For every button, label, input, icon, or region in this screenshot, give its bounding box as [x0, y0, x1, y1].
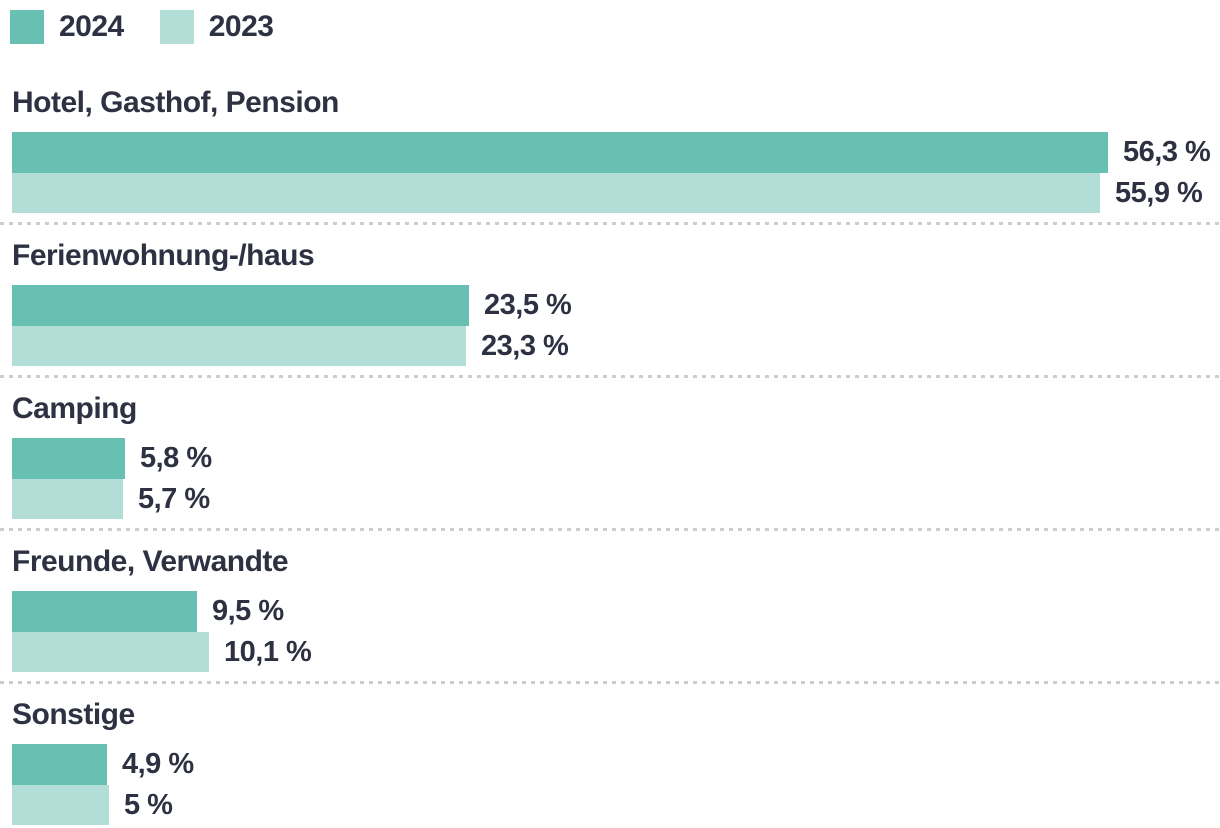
bar-2024	[12, 591, 197, 632]
bar-groups: Hotel, Gasthof, Pension 56,3 % 55,9 % Ferie…	[0, 44, 1220, 828]
bar-row-2024: 9,5 %	[12, 591, 1208, 632]
bar-row-2023: 23,3 %	[12, 326, 1208, 366]
category-label: Sonstige	[12, 698, 135, 731]
bar-row-2024: 23,5 %	[12, 285, 1208, 326]
bar-2024	[12, 132, 1108, 173]
category-section: Sonstige 4,9 % 5 %	[0, 681, 1220, 828]
bar-row-2024: 5,8 %	[12, 438, 1208, 479]
category-section: Freunde, Verwandte 9,5 % 10,1 %	[0, 528, 1220, 681]
bar-2023	[12, 326, 466, 366]
legend-label-2023: 2023	[208, 10, 274, 43]
value-label-2024: 4,9 %	[122, 748, 194, 780]
bar-2023	[12, 479, 123, 519]
bar-row-2024: 56,3 %	[12, 132, 1211, 173]
bar-2024	[12, 285, 469, 326]
value-label-2024: 23,5 %	[484, 289, 572, 321]
legend-item-2024: 2024	[10, 10, 124, 44]
bar-2024	[12, 438, 125, 479]
legend-swatch-2023	[159, 10, 194, 44]
bar-row-2023: 5,7 %	[12, 479, 1208, 519]
bar-2023	[12, 173, 1100, 213]
category-label: Camping	[12, 392, 137, 425]
value-label-2023: 5,7 %	[138, 482, 210, 515]
bar-2024	[12, 744, 107, 785]
category-label: Freunde, Verwandte	[12, 545, 289, 578]
category-section: Hotel, Gasthof, Pension 56,3 % 55,9 %	[12, 44, 1211, 222]
bar-row-2024: 4,9 %	[12, 744, 1208, 785]
bar-row-2023: 55,9 %	[12, 173, 1208, 213]
value-label-2023: 5 %	[124, 788, 173, 821]
bar-row-2023: 10,1 %	[12, 632, 1208, 672]
category-label: Hotel, Gasthof, Pension	[12, 86, 339, 119]
category-label: Ferienwohnung-/haus	[12, 239, 315, 272]
value-label-2024: 56,3 %	[1123, 136, 1211, 168]
value-label-2023: 23,3 %	[481, 329, 569, 362]
bar-row-2023: 5 %	[12, 785, 1208, 825]
value-label-2023: 55,9 %	[1115, 176, 1203, 209]
value-label-2023: 10,1 %	[224, 635, 312, 668]
value-label-2024: 5,8 %	[140, 442, 212, 474]
legend-swatch-2024	[10, 10, 44, 44]
legend-label-2024: 2024	[59, 10, 124, 43]
bar-2023	[12, 785, 109, 825]
category-section: Camping 5,8 % 5,7 %	[0, 375, 1220, 528]
legend: 2024 2023	[0, 0, 1220, 44]
category-section: Ferienwohnung-/haus 23,5 % 23,3 %	[0, 222, 1220, 375]
legend-item-2023: 2023	[159, 10, 274, 44]
bar-2023	[12, 632, 209, 672]
value-label-2024: 9,5 %	[212, 595, 284, 627]
